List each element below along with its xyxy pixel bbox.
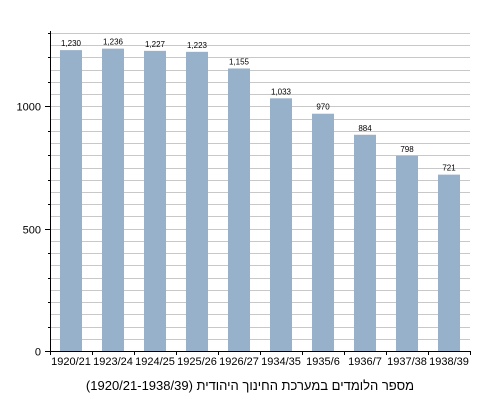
bar-value-label: 1,227 [145, 40, 166, 49]
x-tick-label: 1935/6 [306, 356, 340, 368]
bar [354, 134, 376, 351]
bar [396, 155, 418, 351]
bar-value-label: 1,230 [61, 39, 82, 48]
bar-value-label: 1,155 [229, 57, 250, 66]
y-tick-label: 500 [23, 225, 41, 237]
x-tick-label: 1938/39 [429, 356, 469, 368]
chart-title: מספר הלומדים במערכת החינוך היהודית (1920… [85, 378, 415, 393]
bar-value-label: 721 [442, 164, 456, 173]
bar-value-label: 884 [358, 124, 372, 133]
bar-value-label: 1,033 [271, 87, 292, 96]
bar [228, 68, 250, 351]
x-tick-label: 1934/35 [261, 356, 301, 368]
y-tick-label: 1000 [17, 102, 41, 114]
x-tick-label: 1926/27 [219, 356, 259, 368]
axes [45, 31, 471, 355]
bar-value-label: 1,223 [187, 41, 208, 50]
bar-value-label: 1,236 [103, 38, 124, 47]
data-labels: 1,230 1,236 1,227 1,223 1,155 1,033 970 884 798 7… [61, 38, 456, 173]
y-tick-labels: 0 500 1000 [17, 102, 41, 359]
x-tick-label: 1923/24 [93, 356, 133, 368]
x-tick-label: 1920/21 [51, 356, 91, 368]
x-tick-label: 1925/26 [177, 356, 217, 368]
bar [312, 113, 334, 351]
y-tick-label: 0 [35, 347, 41, 359]
bars [60, 48, 460, 351]
x-tick-label: 1937/38 [387, 356, 427, 368]
x-tick-label: 1936/7 [348, 356, 382, 368]
bar [186, 51, 208, 351]
bar [270, 98, 292, 351]
bar [102, 48, 124, 351]
bar [60, 50, 82, 351]
bar [438, 174, 460, 351]
x-tick-label: 1924/25 [135, 356, 175, 368]
bar-value-label: 798 [400, 145, 414, 154]
x-tick-labels: 1920/21 1923/24 1924/25 1925/26 1926/27 1934/… [51, 356, 469, 368]
bar-value-label: 970 [316, 103, 330, 112]
bar [144, 50, 166, 351]
